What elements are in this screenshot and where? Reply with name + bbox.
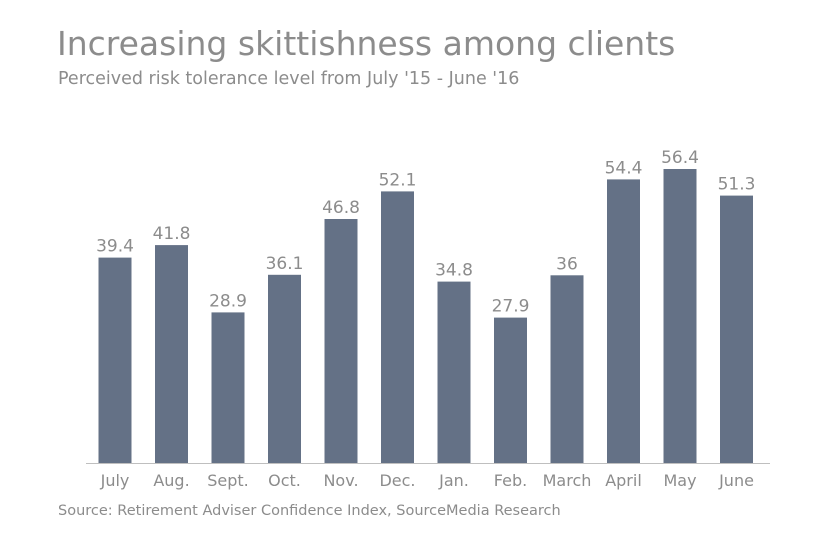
bar-dec — [381, 191, 414, 463]
x-tick-label: Feb. — [494, 471, 527, 490]
bar-sept — [211, 312, 245, 463]
x-tick-label: Sept. — [207, 471, 249, 490]
data-label: 52.1 — [379, 170, 417, 190]
data-label: 41.8 — [153, 224, 191, 244]
bar-aug — [155, 245, 188, 463]
bar-july — [98, 257, 132, 463]
data-label: 28.9 — [209, 291, 247, 311]
data-label: 39.4 — [96, 237, 134, 257]
bar-may — [663, 169, 697, 463]
bar-april — [607, 179, 640, 463]
bar-oct — [268, 274, 301, 463]
bar-feb — [494, 317, 527, 463]
x-tick-label: Jan. — [438, 471, 469, 490]
bar-march — [550, 275, 584, 463]
x-tick-label: Dec. — [379, 471, 415, 490]
x-tick-label: March — [543, 471, 592, 490]
data-label: 46.8 — [322, 198, 360, 218]
data-label: 36.1 — [266, 254, 304, 274]
x-tick-label: May — [663, 471, 696, 490]
data-label: 56.4 — [661, 148, 699, 168]
data-label: 27.9 — [492, 297, 530, 317]
x-tick-label: Oct. — [268, 471, 301, 490]
chart-source: Source: Retirement Adviser Confidence In… — [58, 503, 561, 519]
bar-nov — [324, 219, 358, 463]
data-label: 51.3 — [718, 175, 756, 195]
x-tick-label: Aug. — [153, 471, 189, 490]
bar-chart: 39.4 July 41.8 Aug. 28.9 Sept. 36.1 Oct. 46.8 Nov… — [86, 148, 770, 490]
chart-subtitle: Perceived risk tolerance level from July… — [58, 69, 520, 89]
bar-june — [720, 195, 753, 463]
bar-jan — [437, 281, 471, 463]
data-label: 34.8 — [435, 261, 473, 281]
data-label: 54.4 — [605, 158, 643, 178]
x-tick-label: June — [718, 471, 754, 490]
x-tick-label: July — [100, 471, 130, 490]
x-tick-label: Nov. — [323, 471, 358, 490]
data-label: 36 — [556, 254, 578, 274]
chart-title: Increasing skittishness among clients — [57, 24, 676, 63]
x-tick-label: April — [605, 471, 642, 490]
